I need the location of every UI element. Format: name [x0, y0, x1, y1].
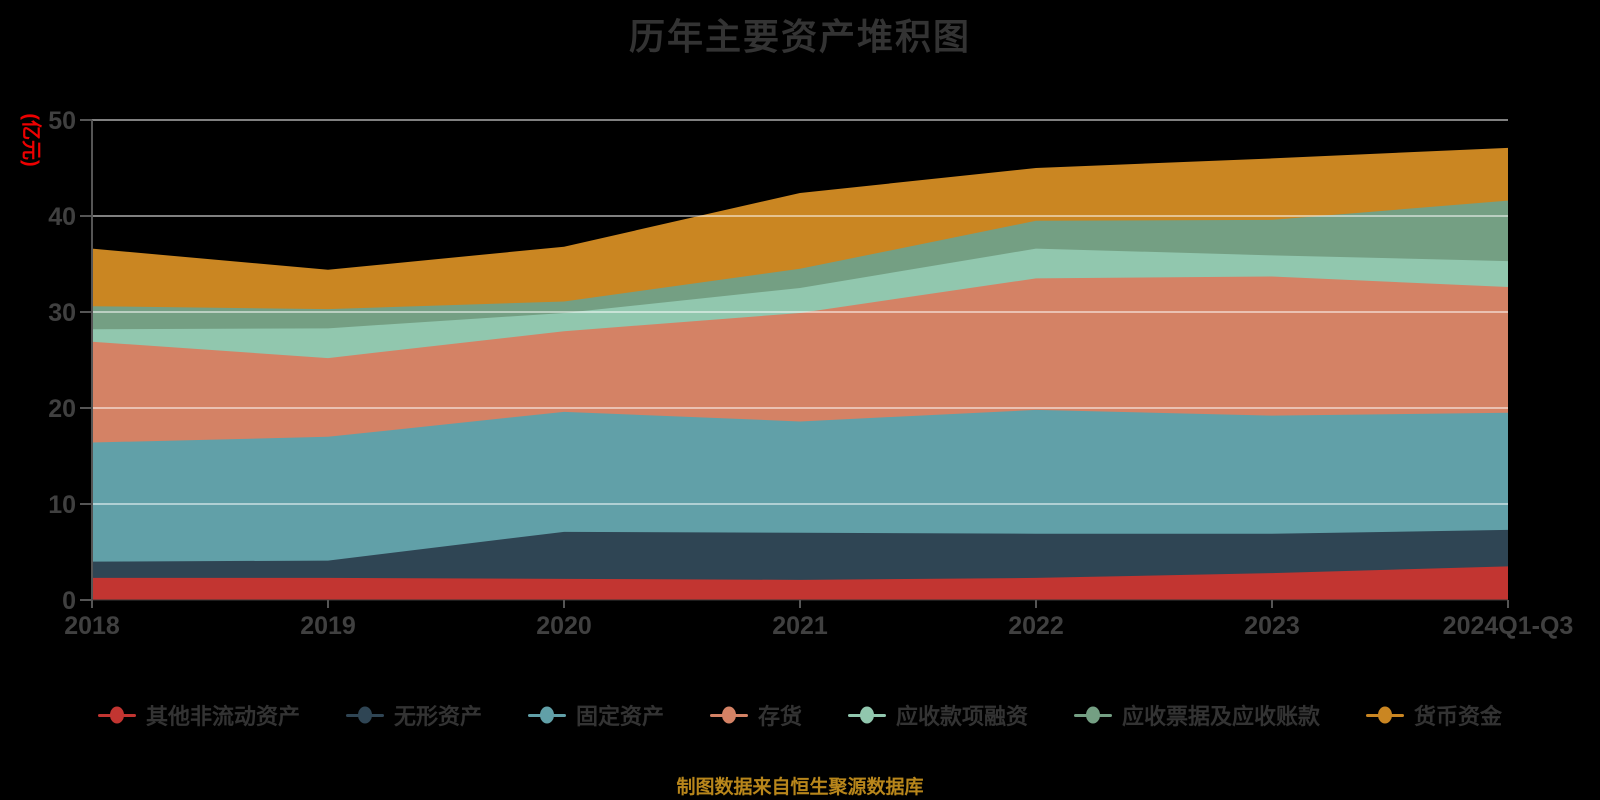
- legend-label: 无形资产: [393, 704, 482, 729]
- x-tick-label-6: 2024Q1-Q3: [1443, 612, 1574, 640]
- legend-item-4[interactable]: 应收款项融资: [848, 699, 1028, 731]
- y-tick-label-0: 0: [62, 587, 76, 615]
- legend-label: 固定资产: [575, 704, 664, 729]
- y-tick-label-10: 10: [48, 491, 76, 519]
- legend-series-icon: [527, 705, 566, 725]
- x-tick-label-0: 2018: [64, 612, 120, 640]
- legend-item-3[interactable]: 存货: [709, 699, 802, 731]
- y-tick-label-40: 40: [48, 203, 76, 231]
- area-series-0: [92, 566, 1508, 600]
- legend-label: 应收款项融资: [896, 704, 1029, 729]
- legend-label: 其他非流动资产: [145, 704, 300, 729]
- x-tick-label-5: 2023: [1244, 612, 1300, 640]
- legend-series-icon: [97, 705, 136, 725]
- y-tick-label-50: 50: [48, 107, 76, 135]
- x-tick-label-2: 2020: [536, 612, 592, 640]
- x-tick-label-3: 2021: [772, 612, 828, 640]
- legend-item-5[interactable]: 应收票据及应收账款: [1074, 699, 1320, 731]
- legend-series-icon: [848, 705, 886, 725]
- legend-label: 存货: [757, 704, 802, 729]
- x-tick-label-1: 2019: [300, 612, 356, 640]
- x-tick-label-4: 2022: [1008, 612, 1064, 640]
- data-source-note: 制图数据来自恒生聚源数据库: [676, 777, 924, 798]
- legend-item-2[interactable]: 固定资产: [527, 699, 664, 731]
- legend-series-icon: [345, 705, 384, 725]
- y-tick-label-20: 20: [48, 395, 76, 423]
- legend-series-icon: [709, 705, 748, 725]
- chart-legend: 其他非流动资产 无形资产 固定资产 存货 应收款项融资 应收票据及应收账款 货币资金: [0, 699, 1600, 731]
- legend-series-icon: [1074, 705, 1113, 725]
- legend-item-1[interactable]: 无形资产: [345, 699, 482, 731]
- legend-series-icon: [1366, 705, 1405, 725]
- legend-item-0[interactable]: 其他非流动资产: [97, 699, 300, 731]
- legend-label: 货币资金: [1414, 704, 1503, 729]
- y-tick-label-30: 30: [48, 299, 76, 327]
- chart-title: 历年主要资产堆积图: [628, 16, 971, 57]
- legend-label: 应收票据及应收账款: [1122, 704, 1321, 729]
- legend-item-6[interactable]: 货币资金: [1366, 699, 1502, 731]
